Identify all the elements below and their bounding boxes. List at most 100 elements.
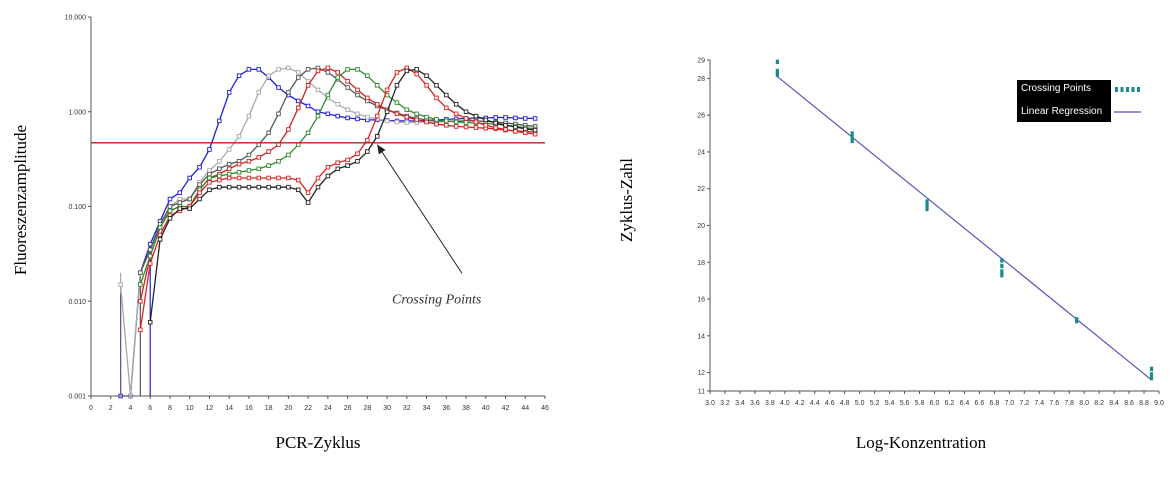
right-y-tick-label: 16 <box>697 297 705 304</box>
right-y-tick-label: 29 <box>697 58 705 65</box>
right-y-tick-label: 11 <box>698 389 705 396</box>
data-point <box>207 175 212 181</box>
data-point <box>355 159 360 164</box>
data-point <box>177 200 183 205</box>
crossing-points-annotation: Crossing Points <box>392 292 482 307</box>
data-point <box>325 173 331 179</box>
legend: Crossing Points Linear Regression <box>1017 80 1141 122</box>
data-point <box>236 134 242 139</box>
data-point <box>256 184 262 190</box>
data-point <box>444 105 449 111</box>
right-x-tick-label: 7.0 <box>1004 400 1014 407</box>
left-x-tick-label: 46 <box>541 405 549 412</box>
right-x-tick-label: 8.8 <box>1139 400 1149 407</box>
data-point <box>207 180 212 185</box>
crossing-point <box>775 72 779 77</box>
right-x-tick-label: 7.4 <box>1034 400 1044 407</box>
right-y-tick-label: 20 <box>697 223 705 230</box>
right-series-marks <box>775 59 1154 381</box>
left-axes <box>90 17 545 397</box>
data-point <box>355 151 360 157</box>
right-x-tick-label: 4.4 <box>810 400 820 407</box>
amplification-curve-2 <box>119 67 536 397</box>
left-x-tick-label: 22 <box>304 405 312 412</box>
data-point <box>276 85 281 90</box>
crossing-point <box>775 59 779 65</box>
data-point <box>345 163 350 168</box>
data-point <box>345 107 350 112</box>
data-point <box>276 184 281 190</box>
crossing-point <box>1000 272 1004 278</box>
right-x-tick-label: 4.2 <box>795 400 805 407</box>
left-y-axis-title: Fluoreszenzamplitude <box>11 125 30 275</box>
right-x-tick-label: 7.2 <box>1019 400 1029 407</box>
data-point <box>434 121 439 127</box>
data-point <box>217 173 222 179</box>
right-x-tick-label: 4.0 <box>780 400 790 407</box>
data-point <box>315 113 321 119</box>
legend-label-linear-regression: Linear Regression <box>1021 106 1102 117</box>
right-x-tick-label: 8.2 <box>1094 400 1104 407</box>
data-point <box>296 105 301 111</box>
crossing-point <box>1149 375 1154 381</box>
data-point <box>424 114 429 120</box>
data-point <box>355 67 360 72</box>
data-point <box>345 157 350 163</box>
right-x-tick-label: 3.2 <box>720 400 730 407</box>
data-point <box>335 160 340 165</box>
data-point <box>187 175 192 181</box>
data-point <box>147 320 153 325</box>
data-point <box>365 138 370 143</box>
right-x-tick-label: 5.8 <box>915 400 925 407</box>
left-x-tick-label: 18 <box>265 405 273 412</box>
data-point <box>167 216 173 221</box>
data-point <box>197 196 202 202</box>
data-point <box>325 111 331 117</box>
data-point <box>256 155 262 160</box>
data-point <box>532 116 538 121</box>
left-x-tick-label: 34 <box>423 405 431 412</box>
data-point <box>197 190 202 195</box>
left-x-tick-label: 40 <box>482 405 490 412</box>
right-x-tick-label: 3.4 <box>735 400 745 407</box>
data-point <box>236 73 242 78</box>
data-point <box>236 169 242 175</box>
data-point <box>414 117 419 123</box>
data-point <box>207 171 212 177</box>
data-point <box>177 190 183 195</box>
right-x-tick-label: 3.8 <box>765 400 775 407</box>
data-point <box>394 100 400 105</box>
legend-swatch-mark <box>1120 87 1124 92</box>
data-point <box>226 175 232 181</box>
data-point <box>374 83 380 88</box>
data-point <box>217 118 222 124</box>
left-x-tick-label: 42 <box>502 405 510 412</box>
crossing-point <box>925 206 929 212</box>
data-point <box>177 196 183 202</box>
data-point <box>394 70 400 75</box>
data-point <box>305 103 311 109</box>
data-point <box>463 109 469 114</box>
data-point <box>296 98 301 104</box>
data-point <box>286 90 291 95</box>
left-y-tick-label: 0.010 <box>68 299 86 306</box>
legend-swatch-mark <box>1115 87 1118 92</box>
right-y-tick-label: 24 <box>697 149 705 156</box>
data-point <box>138 299 143 304</box>
data-point <box>335 166 340 172</box>
data-point <box>305 130 311 136</box>
legend-label-crossing-points: Crossing Points <box>1021 83 1091 94</box>
data-point <box>246 184 252 190</box>
data-point <box>453 111 459 117</box>
data-point <box>226 161 232 167</box>
data-point <box>404 120 410 125</box>
data-point <box>256 67 262 72</box>
data-point <box>236 161 242 167</box>
data-point <box>236 184 242 190</box>
data-point <box>187 196 192 202</box>
data-point <box>473 125 479 130</box>
data-point <box>365 95 370 101</box>
data-point <box>523 126 528 132</box>
data-point <box>365 73 370 78</box>
data-point <box>483 117 489 123</box>
